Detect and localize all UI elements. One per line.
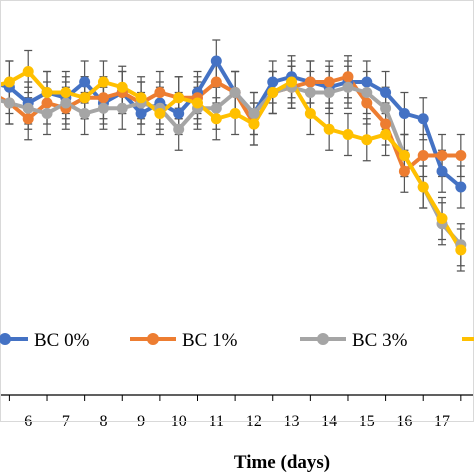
data-point-s2-7 bbox=[116, 102, 128, 114]
data-point-s3-18 bbox=[323, 123, 335, 135]
data-point-s2-10 bbox=[173, 123, 185, 135]
data-point-s2-6 bbox=[97, 102, 109, 114]
data-point-s3-14 bbox=[248, 118, 260, 130]
data-point-s2-13 bbox=[229, 87, 241, 98]
data-point-s3-3 bbox=[41, 87, 53, 98]
data-point-s1-25 bbox=[455, 150, 467, 161]
data-point-s2-19 bbox=[342, 81, 354, 93]
legend-swatch-marker-2 bbox=[317, 333, 329, 345]
data-point-s3-7 bbox=[116, 81, 128, 93]
data-point-s3-19 bbox=[342, 129, 354, 140]
data-point-s0-24 bbox=[436, 165, 448, 177]
data-point-s3-9 bbox=[154, 108, 166, 119]
data-point-s3-8 bbox=[135, 92, 147, 104]
data-point-s1-21 bbox=[380, 118, 392, 130]
x-axis-ticks: 6 7 8 9 10 11 12 13 14 15 16 17 bbox=[8, 395, 462, 430]
data-point-s2-2 bbox=[22, 102, 34, 114]
legend-label-1: BC 1% bbox=[182, 330, 238, 351]
data-point-s1-3 bbox=[41, 97, 53, 109]
data-point-s3-5 bbox=[79, 92, 91, 104]
data-point-s3-16 bbox=[286, 76, 298, 88]
legend-label-2: BC 3% bbox=[352, 330, 408, 351]
data-point-s0-10 bbox=[173, 108, 185, 119]
data-point-s2-5 bbox=[79, 108, 91, 119]
data-point-s3-25 bbox=[455, 244, 467, 256]
data-point-s1-19 bbox=[342, 71, 354, 83]
legend-item-3 bbox=[462, 337, 474, 341]
data-point-s1-12 bbox=[210, 76, 222, 88]
data-point-s2-1 bbox=[3, 97, 15, 109]
data-point-s3-6 bbox=[97, 76, 109, 88]
data-point-s2-12 bbox=[210, 102, 222, 114]
series-markers bbox=[3, 55, 467, 256]
data-point-s3-13 bbox=[229, 108, 241, 119]
data-point-s2-17 bbox=[304, 87, 316, 98]
data-point-s1-2 bbox=[22, 113, 34, 125]
legend-swatch-marker-0 bbox=[0, 333, 11, 345]
data-point-s0-12 bbox=[210, 55, 222, 67]
data-point-s1-24 bbox=[436, 150, 448, 161]
data-point-s3-20 bbox=[361, 134, 373, 146]
data-point-s3-11 bbox=[192, 97, 203, 109]
data-point-s0-21 bbox=[380, 87, 392, 98]
data-point-s3-17 bbox=[304, 108, 316, 119]
data-point-s2-14 bbox=[248, 108, 260, 119]
data-point-s1-6 bbox=[97, 92, 109, 104]
legend-item-0: BC 0% bbox=[0, 330, 90, 351]
data-point-s3-23 bbox=[417, 181, 429, 193]
data-point-s2-20 bbox=[361, 87, 373, 98]
data-point-s2-3 bbox=[41, 108, 53, 119]
legend-swatch-marker-1 bbox=[147, 333, 159, 345]
data-point-s1-20 bbox=[361, 97, 373, 109]
data-point-s3-15 bbox=[267, 87, 279, 98]
data-point-s0-8 bbox=[135, 108, 147, 119]
data-point-s3-2 bbox=[22, 66, 34, 77]
plot-frame-border bbox=[0, 0, 474, 422]
data-point-s0-22 bbox=[398, 108, 410, 119]
x-axis-title: Time (days) bbox=[234, 452, 330, 473]
data-point-s3-4 bbox=[60, 87, 72, 98]
legend-item-2: BC 3% bbox=[300, 330, 408, 351]
data-point-s3-21 bbox=[380, 129, 392, 140]
data-point-s2-18 bbox=[323, 87, 335, 98]
data-point-s3-22 bbox=[398, 150, 410, 161]
data-point-s2-4 bbox=[60, 97, 72, 109]
error-bars bbox=[5, 39, 465, 272]
data-point-s3-1 bbox=[3, 76, 15, 88]
legend-item-1: BC 1% bbox=[130, 330, 238, 351]
data-point-s3-12 bbox=[210, 113, 222, 125]
data-point-s1-9 bbox=[154, 87, 166, 98]
data-point-s0-5 bbox=[79, 76, 91, 88]
legend-label-0: BC 0% bbox=[34, 330, 90, 351]
data-point-s1-23 bbox=[417, 150, 429, 161]
data-point-s1-17 bbox=[304, 76, 316, 88]
data-point-s1-22 bbox=[398, 165, 410, 177]
legend: BC 0% BC 1% BC 3% bbox=[0, 330, 474, 351]
data-point-s0-25 bbox=[455, 181, 467, 193]
data-point-s1-18 bbox=[323, 76, 335, 88]
data-point-s3-10 bbox=[173, 92, 185, 104]
data-point-s0-20 bbox=[361, 76, 373, 88]
data-point-s0-15 bbox=[267, 76, 279, 88]
data-point-s0-23 bbox=[417, 113, 429, 125]
data-point-s2-21 bbox=[380, 102, 392, 114]
data-point-s3-24 bbox=[436, 213, 448, 224]
